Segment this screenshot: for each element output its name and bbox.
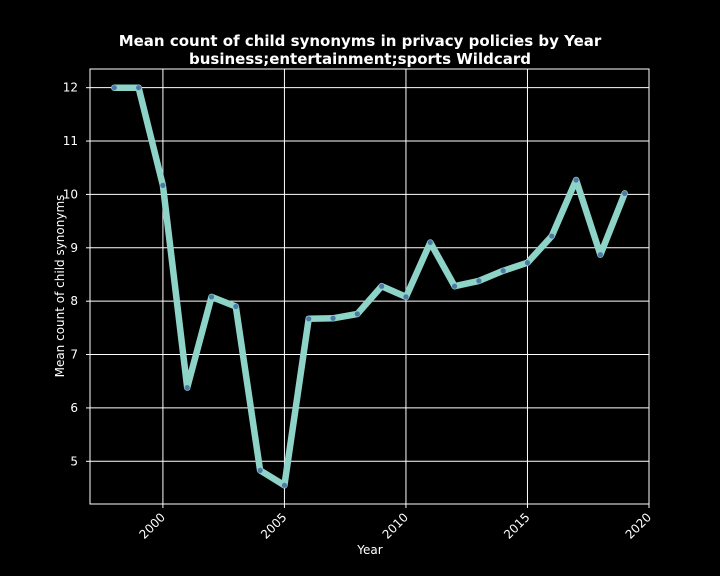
data-point: [622, 190, 628, 196]
data-point: [330, 315, 336, 321]
y-tick-label: 12: [63, 81, 78, 95]
x-tick-label: 2020: [623, 510, 654, 541]
x-tick-label: 2005: [258, 510, 289, 541]
plot-frame: [89, 68, 650, 505]
chart-title: Mean count of child synonyms in privacy …: [118, 32, 602, 50]
data-point: [597, 252, 603, 258]
data-point: [524, 260, 531, 266]
y-tick-label: 7: [70, 348, 78, 362]
series-line-group: [111, 84, 628, 489]
data-point: [354, 311, 360, 317]
data-point: [500, 268, 506, 274]
data-point: [281, 482, 288, 488]
x-tick-label: 2015: [501, 510, 532, 541]
x-tick-label: 2010: [380, 510, 411, 541]
y-tick-label: 11: [63, 134, 78, 148]
series-line: [111, 84, 628, 489]
data-point: [549, 233, 555, 239]
y-tick-label: 6: [70, 401, 78, 415]
y-tick-label: 9: [70, 241, 78, 255]
data-point: [136, 85, 142, 91]
data-point: [476, 278, 482, 284]
data-point: [208, 294, 215, 300]
data-point: [111, 85, 117, 91]
data-point: [160, 182, 166, 188]
y-axis-ticks: 5 6 7 8 9 10 11 12: [63, 81, 90, 468]
y-tick-label: 5: [70, 454, 78, 468]
chart-subtitle: business;entertainment;sports Wildcard: [189, 50, 531, 68]
data-point: [573, 177, 579, 183]
data-point: [233, 303, 239, 310]
data-points: [111, 85, 628, 488]
data-point: [257, 467, 263, 473]
data-point: [184, 385, 190, 391]
x-axis-ticks: 2000 2005 2010 2015 2020: [137, 504, 654, 542]
x-axis-label: Year: [357, 543, 383, 557]
data-point: [379, 283, 385, 289]
data-point: [451, 283, 458, 289]
data-point: [403, 294, 409, 300]
y-tick-label: 10: [63, 187, 78, 201]
data-point: [306, 316, 312, 322]
x-tick-label: 2000: [137, 510, 168, 541]
y-tick-label: 8: [70, 294, 78, 308]
data-point: [427, 239, 433, 246]
y-axis-label: Mean count of child synonyms: [53, 194, 67, 378]
